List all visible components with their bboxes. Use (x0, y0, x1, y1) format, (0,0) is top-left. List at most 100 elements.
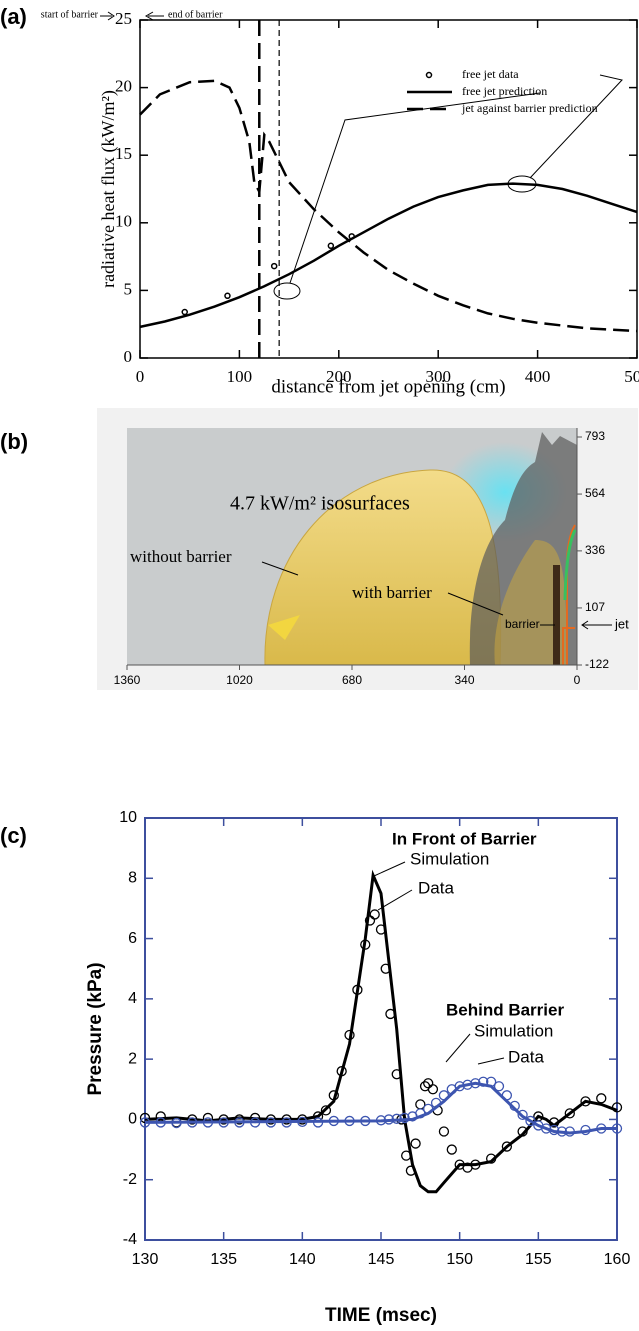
arrow (100, 11, 115, 21)
data-point (525, 1115, 536, 1127)
plot-frame (139, 19, 638, 359)
y-tick-label: 10 (115, 212, 132, 231)
annotation: with barrier (352, 583, 432, 602)
x-tick-label: 160 (604, 1251, 631, 1268)
y-tick-label: 10 (119, 809, 137, 826)
render (97, 408, 638, 690)
y-tick-label: 15 (115, 144, 132, 163)
annotation: Data (418, 878, 454, 897)
y-tick-label: 0 (124, 347, 133, 366)
leader (261, 561, 299, 576)
data-point (564, 1108, 575, 1119)
y-axis-title: radiative heat flux (kW/m²) (98, 90, 119, 288)
annotation: jet (614, 616, 629, 631)
y-tick-label: 0 (128, 1111, 137, 1128)
annotation: without barrier (130, 547, 232, 566)
data-point (410, 1138, 421, 1149)
y-tick-label: 5 (124, 279, 133, 298)
panel: (b) 1360 1020 680 340 0 -122 107 336 564 793 4.7 kW… (0, 428, 629, 687)
x-tick-label: 340 (454, 673, 474, 687)
annotation: 4.7 kW/m² isosurfaces (230, 493, 410, 515)
leader (445, 1033, 471, 1063)
barrier-label: start of barrier (41, 9, 99, 20)
legend-label: free jet prediction (462, 84, 547, 98)
panel-label: (b) (0, 429, 28, 454)
x-tick-label: 140 (289, 1251, 316, 1268)
series-line (139, 79, 638, 333)
a-callouts (100, 11, 623, 300)
y-tick-label: 564 (585, 486, 605, 500)
x-tick-label: 400 (525, 367, 551, 386)
data-point (501, 1141, 513, 1152)
leader (529, 74, 623, 179)
x-tick-label: 1020 (226, 673, 253, 687)
x-axis-title: distance from jet opening (cm) (271, 376, 505, 397)
annotation: Simulation (410, 849, 489, 868)
data-point (596, 1093, 607, 1104)
x-tick-label: 500 (624, 367, 639, 386)
jet-arrow (581, 620, 612, 630)
leader (289, 92, 541, 284)
series-line (144, 869, 618, 1194)
leader (447, 592, 504, 616)
leader (373, 861, 406, 877)
barrier-wall (553, 565, 560, 665)
y-tick-label: -4 (123, 1231, 137, 1248)
x-tick-label: 150 (446, 1251, 473, 1268)
legend-swatch (425, 71, 433, 79)
data-point (181, 308, 188, 316)
y-axis-title: Pressure (kPa) (85, 962, 106, 1095)
x-tick-label: 155 (525, 1251, 552, 1268)
y-tick-label: 107 (585, 600, 605, 614)
series-line (139, 182, 638, 329)
y-tick-label: 793 (585, 429, 605, 443)
x-axis-title: TIME (msec) (325, 1305, 437, 1326)
annotation: Simulation (474, 1021, 553, 1040)
y-tick-label: -2 (123, 1171, 137, 1188)
x-tick-label: 100 (227, 367, 253, 386)
y-tick-label: 20 (115, 77, 132, 96)
flame-core (563, 529, 577, 601)
annotation: Data (508, 1047, 544, 1066)
y-tick-label: 6 (128, 930, 137, 947)
legend-label: free jet data (462, 67, 519, 81)
data-point (517, 1109, 528, 1121)
x-tick-label: 0 (574, 673, 581, 687)
y-tick-label: 2 (128, 1050, 137, 1067)
data-point (369, 909, 380, 920)
data-point (541, 1123, 552, 1134)
x-tick-label: 135 (210, 1251, 237, 1268)
x-tick-label: 300 (425, 367, 451, 386)
data-point (327, 242, 335, 250)
arrow (144, 11, 164, 21)
panel-label: (a) (0, 4, 27, 29)
annotation: barrier (505, 617, 540, 631)
series-line (144, 1081, 617, 1135)
data-point (270, 262, 278, 270)
isosurface-tip (268, 615, 300, 640)
isosurface-with (494, 540, 567, 665)
annotation: Behind Barrier (446, 1000, 564, 1019)
y-tick-label: 8 (128, 870, 137, 887)
panel-label: (c) (0, 823, 27, 848)
data-point (399, 1112, 410, 1124)
data-point (427, 1084, 439, 1095)
data-point (224, 292, 231, 300)
x-tick-label: 145 (368, 1251, 395, 1268)
x-tick-label: 0 (136, 367, 145, 386)
data-point (493, 1081, 505, 1092)
leader (477, 1057, 505, 1065)
x-tick-label: 1360 (114, 673, 141, 687)
x-tick-label: 200 (326, 367, 352, 386)
data-point (320, 1105, 332, 1116)
annotation: In Front of Barrier (392, 829, 537, 848)
data-point (438, 1126, 450, 1137)
y-tick-label: 25 (115, 9, 132, 28)
x-tick-label: 680 (342, 673, 362, 687)
x-tick-label: 130 (132, 1251, 159, 1268)
barrier-label: end of barrier (168, 9, 223, 20)
y-tick-label: -122 (585, 657, 609, 671)
callout (273, 282, 301, 300)
data-point (446, 1144, 457, 1155)
